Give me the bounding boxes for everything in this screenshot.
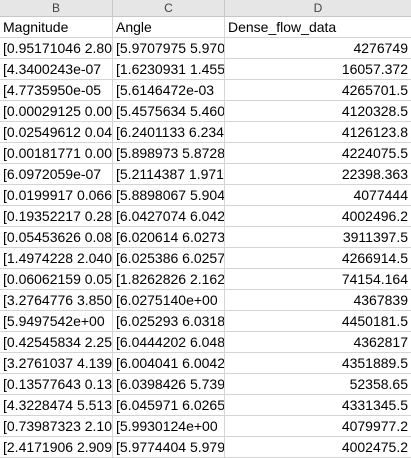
table-row: [0.06062159 0.054 [1.8262826 2.1625 74154.… [0,269,411,290]
angle-cell[interactable]: [1.6230931 1.4555 [113,59,225,79]
magnitude-cell[interactable]: [0.00181771 0.007 [0,143,113,163]
column-header-d[interactable]: D [313,1,323,15]
angle-cell[interactable]: [6.020614 6.0273 [113,227,225,247]
angle-cell[interactable]: [5.4575634 5.4602 [113,101,225,121]
magnitude-cell[interactable]: [2.4171906 2.9099 [0,437,113,457]
magnitude-cell[interactable]: [0.00029125 0.000 [0,101,113,121]
magnitude-cell[interactable]: [3.2764776 3.8506 [0,290,113,310]
magnitude-cell[interactable]: [3.2761037 4.1397 [0,353,113,373]
magnitude-cell[interactable]: [0.02549612 0.043 [0,122,113,142]
magnitude-cell[interactable]: [0.42545834 2.250 [0,332,113,352]
column-header-b[interactable]: B [0,0,113,16]
angle-cell[interactable]: [6.045971 6.0265 [113,395,225,415]
dense-flow-cell[interactable]: 22398.363 [341,166,408,182]
table-row: [0.0199917 0.0668 [5.8898067 5.9040 407744… [0,185,411,206]
dense-flow-cell[interactable]: 4002496.2 [341,208,408,224]
table-row: [0.00029125 0.000 [5.4575634 5.4602 412032… [0,101,411,122]
header-cell[interactable]: Angle [113,17,225,37]
table-row: [4.3228474 5.5133 [6.045971 6.0265 4331345… [0,395,411,416]
angle-cell[interactable]: [5.9707975 5.9705 [113,38,225,58]
dense-flow-cell[interactable]: 4224075.5 [341,145,408,161]
dense-flow-cell[interactable]: 4077444 [353,187,408,203]
dense-flow-cell[interactable]: 4362817 [353,334,408,350]
angle-cell[interactable]: [5.8898067 5.9040 [113,185,225,205]
magnitude-cell[interactable]: [0.95171046 2.806 [0,38,113,58]
dense-flow-cell[interactable]: 4265701.5 [341,82,408,98]
angle-cell[interactable]: [6.0444202 6.0489 [113,332,225,352]
magnitude-cell[interactable]: [0.13577643 0.136 [0,374,113,394]
dense-flow-cell[interactable]: 4450181.5 [341,313,408,329]
dense-flow-cell[interactable]: 4079977.2 [341,418,408,434]
magnitude-cell[interactable]: [6.0972059e-07 [0,164,113,184]
magnitude-cell[interactable]: [5.9497542e+00 [0,311,113,331]
dense-flow-cell[interactable]: 3911397.5 [342,229,408,245]
magnitude-cell[interactable]: [0.05453626 0.086 [0,227,113,247]
angle-cell[interactable]: [5.9930124e+00 [113,416,225,436]
table-row: [0.13577643 0.136 [6.0398426 5.7395 52358.… [0,374,411,395]
angle-cell[interactable]: [1.8262826 2.1625 [113,269,225,289]
table-row: [4.7735950e-05 [5.6146472e-03 4265701.5 [0,80,411,101]
header-cell[interactable]: Dense_flow_data [228,19,337,35]
header-row: Magnitude Angle Dense_flow_data [0,17,411,38]
table-row: [0.19352217 0.287 [6.0427074 6.0421 400249… [0,206,411,227]
angle-cell[interactable]: [5.9774404 5.9791 [113,437,225,457]
header-cell[interactable]: Magnitude [0,17,113,37]
magnitude-cell[interactable]: [4.7735950e-05 [0,80,113,100]
table-row: [3.2764776 3.8506 [6.0275140e+00 4367839 [0,290,411,311]
dense-flow-cell[interactable]: 4367839 [353,292,408,308]
angle-cell[interactable]: [5.898973 5.8728 [113,143,225,163]
table-row: [1.4974228 2.0409 [6.025386 6.0257 4266914… [0,248,411,269]
table-row: [2.4171906 2.9099 [5.9774404 5.9791 400247… [0,437,411,458]
angle-cell[interactable]: [6.0398426 5.7395 [113,374,225,394]
dense-flow-cell[interactable]: 16057.372 [341,61,408,77]
angle-cell[interactable]: [6.0275140e+00 [113,290,225,310]
angle-cell[interactable]: [6.004041 6.0042 [113,353,225,373]
magnitude-cell[interactable]: [0.0199917 0.0668 [0,185,113,205]
table-row: [0.73987323 2.101 [5.9930124e+00 4079977.2 [0,416,411,437]
table-row: [4.3400243e-07 [1.6230931 1.4555 16057.372 [0,59,411,80]
magnitude-cell[interactable]: [0.06062159 0.054 [0,269,113,289]
dense-flow-cell[interactable]: 4120328.5 [341,103,408,119]
angle-cell[interactable]: [6.025386 6.0257 [113,248,225,268]
angle-cell[interactable]: [5.2114387 1.9716 [113,164,225,184]
magnitude-cell[interactable]: [4.3228474 5.5133 [0,395,113,415]
table-row: [6.0972059e-07 [5.2114387 1.9716 22398.363 [0,164,411,185]
table-row: [0.02549612 0.043 [6.2401133 6.2349 412612… [0,122,411,143]
dense-flow-cell[interactable]: 4276749 [353,40,408,56]
grid-body: Magnitude Angle Dense_flow_data [0.95171046… [0,17,411,458]
table-row: [5.9497542e+00 [6.025293 6.0318 4450181.5 [0,311,411,332]
angle-cell[interactable]: [6.0427074 6.0421 [113,206,225,226]
dense-flow-cell[interactable]: 4331345.5 [341,397,408,413]
dense-flow-cell[interactable]: 4002475.2 [341,439,408,455]
dense-flow-cell[interactable]: 74154.164 [341,271,408,287]
table-row: [0.42545834 2.250 [6.0444202 6.0489 436281… [0,332,411,353]
column-header-c[interactable]: C [113,0,225,16]
dense-flow-cell[interactable]: 52358.65 [349,376,408,392]
magnitude-cell[interactable]: [1.4974228 2.0409 [0,248,113,268]
angle-cell[interactable]: [6.025293 6.0318 [113,311,225,331]
table-row: [3.2761037 4.1397 [6.004041 6.0042 4351889… [0,353,411,374]
magnitude-cell[interactable]: [0.19352217 0.287 [0,206,113,226]
angle-cell[interactable]: [6.2401133 6.2349 [113,122,225,142]
dense-flow-cell[interactable]: 4266914.5 [341,250,408,266]
angle-cell[interactable]: [5.6146472e-03 [113,80,225,100]
magnitude-cell[interactable]: [0.73987323 2.101 [0,416,113,436]
dense-flow-cell[interactable]: 4126123.8 [341,124,408,140]
table-row: [0.05453626 0.086 [6.020614 6.0273 3911397… [0,227,411,248]
dense-flow-cell[interactable]: 4351889.5 [341,355,408,371]
table-row: [0.00181771 0.007 [5.898973 5.8728 4224075… [0,143,411,164]
table-row: [0.95171046 2.806 [5.9707975 5.9705 427674… [0,38,411,59]
magnitude-cell[interactable]: [4.3400243e-07 [0,59,113,79]
